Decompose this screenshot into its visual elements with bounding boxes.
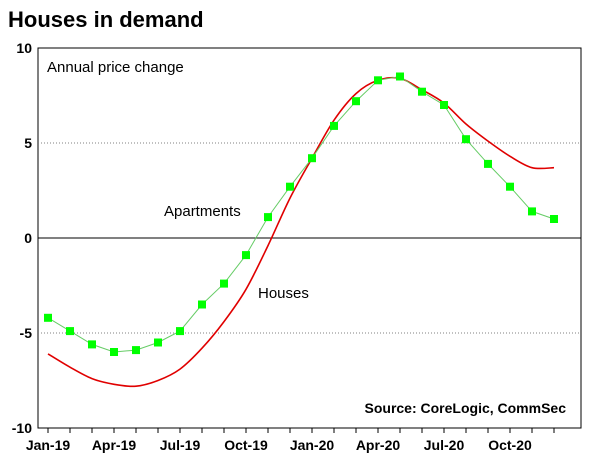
series-group xyxy=(44,72,558,388)
y-tick-label: -5 xyxy=(20,325,33,341)
grid-lines xyxy=(38,142,581,334)
x-tick-label: Jan-19 xyxy=(26,437,71,453)
x-tick-label: Apr-19 xyxy=(92,437,137,453)
x-axis: Jan-19 Apr-19 Jul-19 Oct-19 Jan-20 Apr-20 Jul-… xyxy=(26,428,555,453)
x-tick-label: Jul-19 xyxy=(160,437,201,453)
chart-subtitle: Annual price change xyxy=(47,59,184,76)
data-point-apartments xyxy=(132,346,140,355)
x-tick-label: Oct-19 xyxy=(224,437,268,453)
data-point-apartments xyxy=(396,72,404,81)
x-tick-label: Apr-20 xyxy=(356,437,401,453)
data-point-apartments xyxy=(462,135,470,144)
data-point-apartments xyxy=(440,101,448,109)
data-point-apartments xyxy=(374,76,382,85)
data-point-apartments xyxy=(88,340,96,349)
series-label-apartments: Apartments xyxy=(164,203,241,220)
data-point-apartments xyxy=(264,213,272,222)
y-axis: 10 5 0 -5 -10 xyxy=(12,40,32,436)
data-point-apartments xyxy=(352,97,360,106)
chart-title: Houses in demand xyxy=(8,7,204,32)
data-point-apartments xyxy=(418,87,426,96)
x-tick-label: Oct-20 xyxy=(488,437,532,453)
x-tick-label: Jul-20 xyxy=(424,437,465,453)
series-line-apartments xyxy=(47,75,555,353)
data-point-apartments xyxy=(550,215,558,223)
data-point-apartments xyxy=(528,207,536,216)
data-point-apartments xyxy=(66,327,74,336)
data-point-apartments xyxy=(220,279,228,288)
data-point-apartments xyxy=(484,159,492,168)
data-point-apartments xyxy=(44,313,52,322)
source-note: Source: CoreLogic, CommSec xyxy=(365,400,567,416)
y-tick-label: -10 xyxy=(12,420,32,436)
series-line-houses xyxy=(47,76,555,388)
data-point-apartments xyxy=(154,338,162,347)
data-point-apartments xyxy=(286,182,294,191)
data-point-apartments xyxy=(176,327,184,336)
plot-area xyxy=(37,47,582,429)
data-point-apartments xyxy=(198,300,206,309)
y-tick-label: 10 xyxy=(16,40,32,56)
data-point-apartments xyxy=(506,182,514,191)
data-point-apartments xyxy=(110,348,118,356)
y-tick-label: 0 xyxy=(24,230,32,246)
data-point-apartments xyxy=(308,154,316,163)
series-label-houses: Houses xyxy=(258,285,309,302)
data-point-apartments xyxy=(242,251,250,260)
data-point-apartments xyxy=(330,121,338,130)
y-tick-label: 5 xyxy=(24,135,32,151)
x-tick-label: Jan-20 xyxy=(290,437,335,453)
